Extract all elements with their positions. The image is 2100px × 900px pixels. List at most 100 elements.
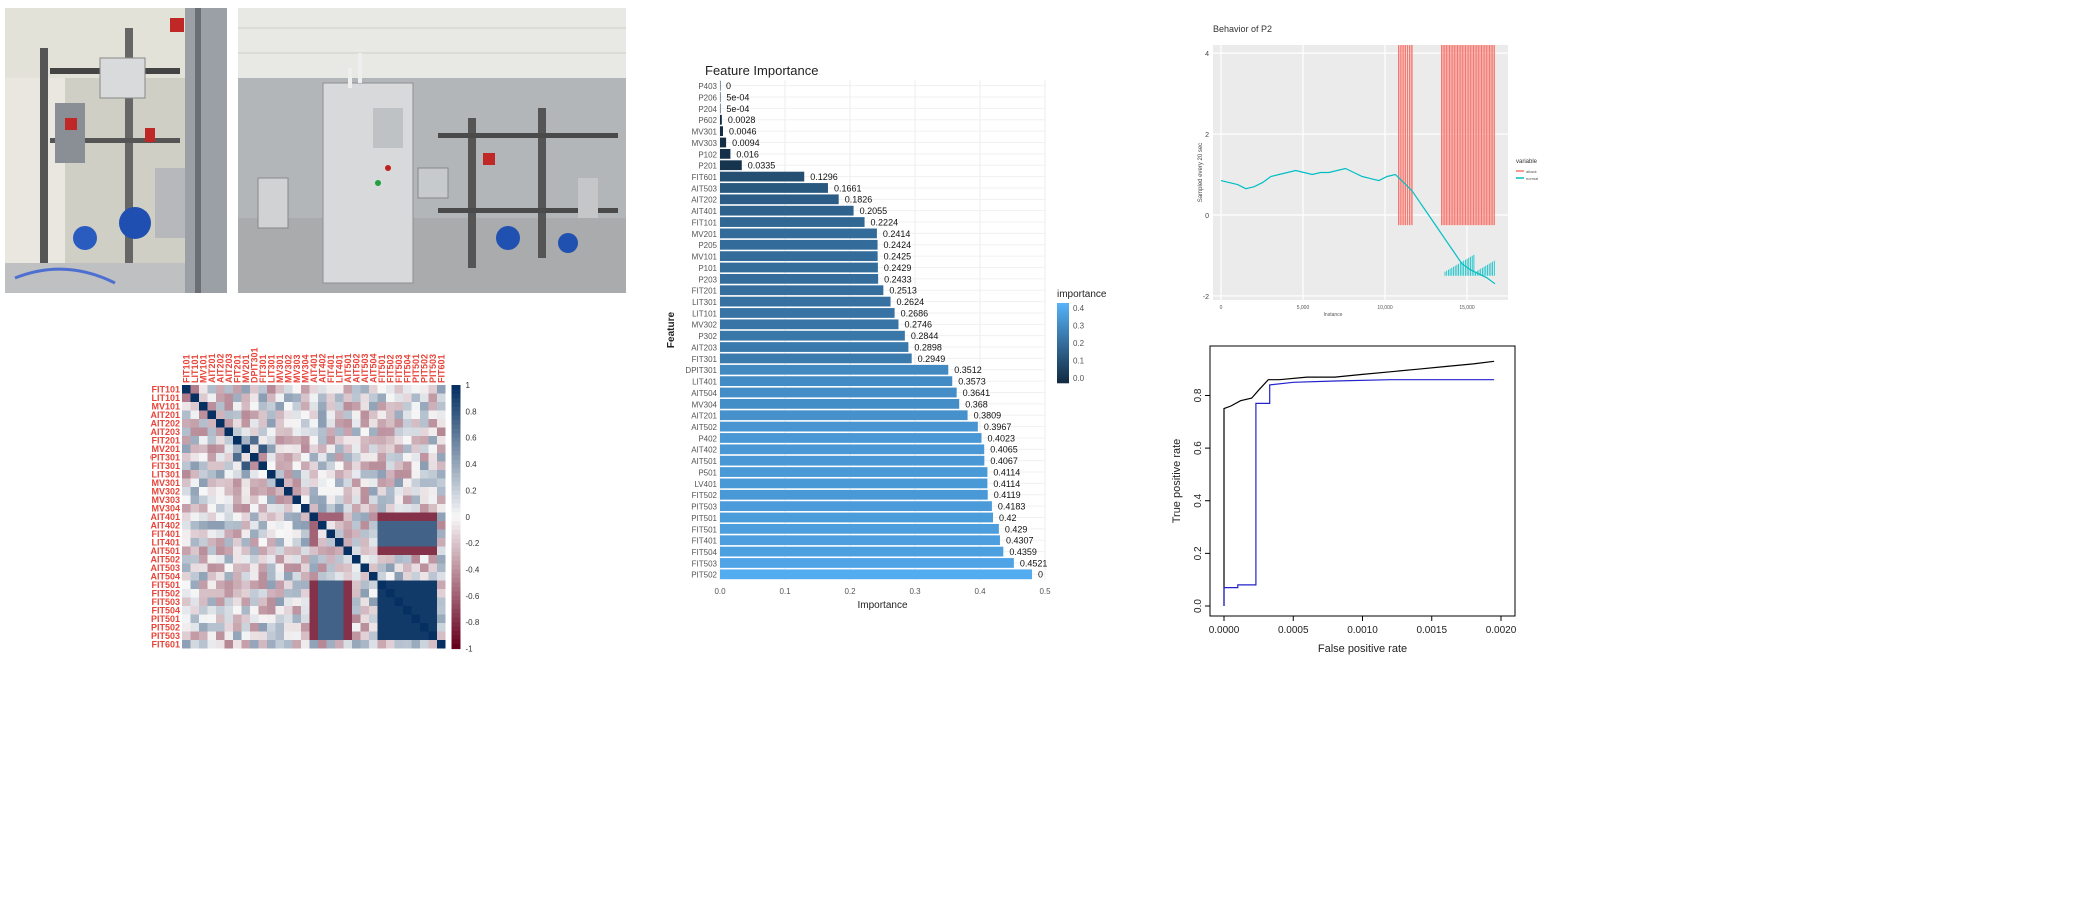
heatmap-cell <box>284 504 293 513</box>
legend-gradient-segment <box>1057 303 1069 306</box>
heatmap-cell <box>352 495 361 504</box>
x-axis-title: False positive rate <box>1318 643 1407 655</box>
heatmap-cell <box>428 487 437 496</box>
heatmap-cell <box>241 546 250 555</box>
heatmap-cell <box>335 444 344 453</box>
colorbar-tick-label: -0.4 <box>466 565 480 574</box>
heatmap-cell <box>267 504 276 513</box>
heatmap-cell <box>258 393 267 402</box>
heatmap-cell <box>428 538 437 547</box>
photo-right-graphic <box>238 8 626 293</box>
heatmap-cell <box>428 614 437 623</box>
heatmap-cell <box>301 444 310 453</box>
feature-label: FIT501 <box>692 525 718 534</box>
heatmap-cell <box>343 402 352 411</box>
heatmap-cell <box>352 393 361 402</box>
heatmap-cell <box>250 538 259 547</box>
heatmap-cell <box>428 444 437 453</box>
heatmap-cell <box>182 504 191 513</box>
x-tick-label: 0.0010 <box>1347 625 1378 636</box>
heatmap-cell <box>428 631 437 640</box>
heatmap-cell <box>275 623 284 632</box>
heatmap-cell <box>326 529 335 538</box>
heatmap-cell <box>301 453 310 462</box>
heatmap-cell <box>352 427 361 436</box>
heatmap-cell <box>420 453 429 462</box>
heatmap-cell <box>360 410 369 419</box>
heatmap-cell <box>241 631 250 640</box>
heatmap-cell <box>182 402 191 411</box>
heatmap-cell <box>275 478 284 487</box>
heatmap-cell <box>292 640 301 649</box>
heatmap-cell <box>360 538 369 547</box>
attack-bar <box>1447 45 1449 226</box>
heatmap-cell <box>360 393 369 402</box>
heatmap-cell <box>318 470 327 479</box>
heatmap-cell <box>207 631 216 640</box>
heatmap-cell <box>258 461 267 470</box>
heatmap-cell <box>377 623 386 632</box>
importance-bar <box>720 171 805 182</box>
heatmap-cell <box>386 410 395 419</box>
heatmap-cell <box>386 487 395 496</box>
heatmap-cell <box>292 410 301 419</box>
heatmap-cell <box>292 614 301 623</box>
heatmap-cell <box>394 640 403 649</box>
attack-bar <box>1477 45 1479 226</box>
heatmap-cell <box>233 606 242 615</box>
heatmap-cell <box>190 546 199 555</box>
heatmap-cell <box>292 385 301 394</box>
legend-tick-label: 0.4 <box>1073 304 1085 313</box>
legend-gradient-segment <box>1057 337 1069 340</box>
heatmap-cell <box>284 385 293 394</box>
heatmap-cell <box>275 393 284 402</box>
heatmap-cell <box>377 606 386 615</box>
heatmap-cell <box>369 504 378 513</box>
heatmap-cell <box>420 597 429 606</box>
heatmap-cell <box>199 631 208 640</box>
heatmap-cell <box>335 623 344 632</box>
feature-label: P602 <box>698 116 717 125</box>
heatmap-cell <box>309 597 318 606</box>
heatmap-cell <box>233 512 242 521</box>
feature-label: P206 <box>698 93 717 102</box>
heatmap-cell <box>360 614 369 623</box>
heatmap-cell <box>318 614 327 623</box>
feature-label: P102 <box>698 150 717 159</box>
attack-bar <box>1445 45 1447 226</box>
heatmap-cell <box>241 478 250 487</box>
heatmap-cell <box>275 487 284 496</box>
heatmap-cell <box>437 444 446 453</box>
heatmap-cell <box>207 495 216 504</box>
heatmap-cell <box>437 529 446 538</box>
heatmap-col-label: MV201 <box>241 354 251 383</box>
x-axis-title: Instance <box>1324 312 1343 318</box>
feature-label: PIT503 <box>691 503 717 512</box>
attack-bar <box>1474 45 1476 226</box>
legend-gradient-segment <box>1057 379 1069 382</box>
heatmap-cell <box>301 393 310 402</box>
heatmap-cell <box>318 410 327 419</box>
heatmap-cell <box>335 606 344 615</box>
heatmap-cell <box>284 470 293 479</box>
legend-gradient-segment <box>1057 327 1069 330</box>
heatmap-cell <box>250 487 259 496</box>
attack-bar <box>1400 45 1402 226</box>
heatmap-row-label: AIT202 <box>150 419 180 429</box>
feature-label: AIT203 <box>691 343 717 352</box>
heatmap-cell <box>182 521 191 530</box>
heatmap-cell <box>377 563 386 572</box>
heatmap-cell <box>224 478 233 487</box>
colorbar-segment <box>451 385 461 390</box>
heatmap-cell <box>207 419 216 428</box>
heatmap-cell <box>258 563 267 572</box>
heatmap-cell <box>267 453 276 462</box>
heatmap-cell <box>224 606 233 615</box>
heatmap-cell <box>437 504 446 513</box>
colorbar-segment <box>451 433 461 439</box>
bar-value-label: 0.4065 <box>990 445 1018 455</box>
heatmap-cell <box>437 631 446 640</box>
heatmap-cell <box>250 495 259 504</box>
heatmap-cell <box>369 495 378 504</box>
heatmap-cell <box>428 393 437 402</box>
